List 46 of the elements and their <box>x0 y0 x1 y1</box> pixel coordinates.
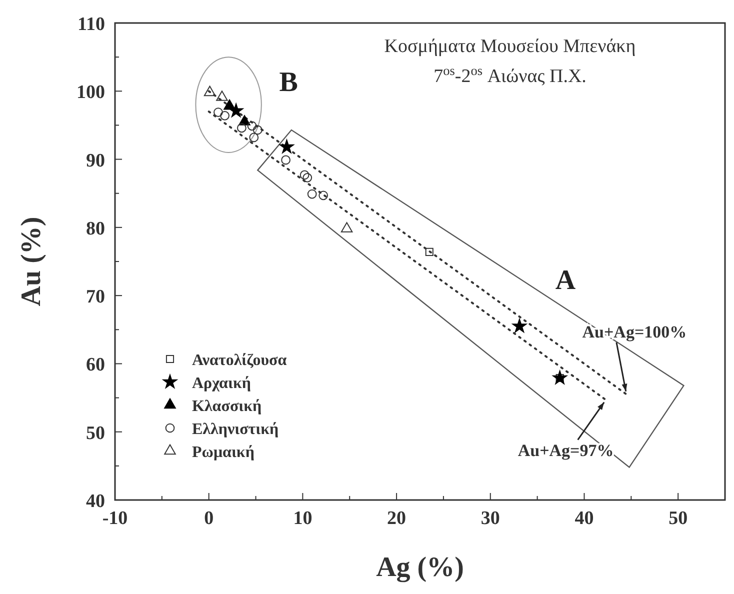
y-tick-label: 60 <box>86 354 105 376</box>
legend-label: Ανατολίζουσα <box>192 352 287 369</box>
annotation: B <box>279 67 298 98</box>
point <box>252 125 262 135</box>
point <box>280 140 294 154</box>
y-tick-label: 70 <box>86 286 105 308</box>
legend-label: Αρχαική <box>192 375 251 392</box>
point <box>281 155 290 165</box>
point <box>247 121 257 131</box>
point <box>216 90 228 101</box>
y-tick-label: 90 <box>86 150 105 172</box>
legend-label: Ρωμαική <box>192 444 254 461</box>
text: 7$^{os}$-2$^{os}$ Αιώνας Π.Χ. <box>434 62 586 87</box>
point <box>228 103 244 118</box>
point <box>425 248 434 256</box>
point <box>204 86 216 96</box>
y-tick-label: 80 <box>86 218 105 240</box>
point <box>512 318 527 332</box>
y-tick-label: 50 <box>86 422 105 444</box>
point <box>237 123 246 133</box>
point <box>340 222 353 232</box>
x-tick-label: 40 <box>574 508 594 529</box>
x-tick-label: 20 <box>387 508 406 529</box>
x-tick-label: 10 <box>293 508 312 529</box>
point <box>552 370 567 384</box>
point <box>214 108 223 117</box>
y-tick-label: 110 <box>78 14 105 35</box>
y-tick-label: 40 <box>86 491 105 512</box>
point <box>302 173 312 182</box>
point <box>249 132 259 142</box>
point <box>224 99 236 110</box>
point <box>307 189 317 199</box>
y-tick-label: 100 <box>76 82 105 104</box>
point <box>318 190 328 200</box>
x-axis-title: Ag (%) <box>376 552 464 583</box>
x-tick-label: 0 <box>204 508 214 529</box>
x-tick-label: 30 <box>480 508 500 529</box>
annotation: A <box>555 264 576 296</box>
y-axis-title: Au (%) <box>16 216 47 306</box>
legend-label: Κλασσική <box>192 398 262 415</box>
point <box>220 111 230 120</box>
point <box>300 170 310 180</box>
x-tick-label: 50 <box>668 508 688 529</box>
x-tick-label: -10 <box>102 508 128 529</box>
legend-label: Ελληνιστική <box>192 421 279 438</box>
text: Κοσμήματα Μουσείου Μπενάκη <box>384 36 636 57</box>
